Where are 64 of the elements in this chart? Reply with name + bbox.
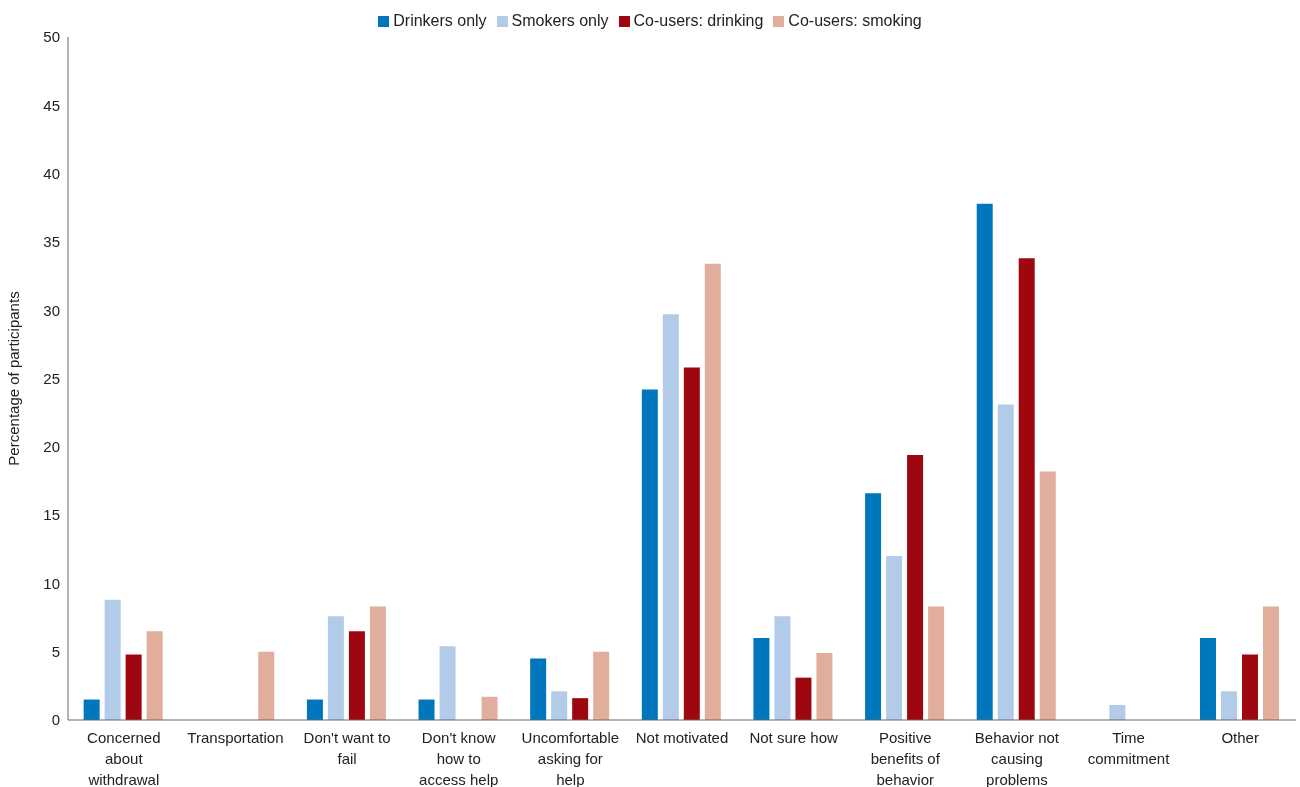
bar [865, 493, 882, 720]
bar [886, 556, 903, 720]
bar [774, 616, 791, 720]
bar [683, 367, 700, 720]
x-tick-label: Not motivated [635, 728, 729, 746]
bar [1039, 471, 1056, 720]
y-tick-label: 45 [43, 96, 60, 114]
y-tick-label: 40 [43, 164, 60, 182]
bar [125, 654, 142, 720]
bar [976, 203, 993, 720]
bar [1109, 704, 1126, 720]
x-tick-label: Other [1221, 728, 1259, 746]
bar [418, 699, 435, 720]
bar [641, 389, 658, 720]
bar [258, 651, 275, 720]
y-tick-label: 10 [43, 574, 60, 592]
legend-label: Co-users: drinking [633, 12, 764, 29]
x-tick-label: Don't know how to access help [419, 728, 499, 787]
bar [816, 653, 833, 720]
y-tick-label: 15 [43, 506, 60, 524]
bar [1262, 606, 1279, 720]
bar [104, 599, 121, 720]
y-axis-title: Percentage of participants [5, 291, 23, 466]
bar [1199, 638, 1216, 720]
bar [572, 698, 589, 720]
bar [481, 696, 498, 720]
bar [795, 677, 812, 720]
bar [753, 638, 770, 720]
y-tick-label: 25 [43, 369, 60, 387]
bar [997, 404, 1014, 720]
bar [593, 651, 610, 720]
y-tick-label: 35 [43, 233, 60, 251]
bar [530, 658, 547, 720]
bar [1018, 258, 1035, 720]
x-tick-label: Uncomfortable asking for help [521, 728, 620, 787]
bar [146, 631, 163, 720]
x-tick-label: Concerned about withdrawal [87, 728, 161, 787]
bar [306, 699, 323, 720]
bar [662, 314, 679, 720]
y-tick-label: 20 [43, 438, 60, 456]
bar [327, 616, 344, 720]
legend-label: Co-users: smoking [788, 12, 922, 29]
y-tick-label: 5 [51, 643, 60, 661]
bar [907, 455, 924, 720]
bar [83, 699, 100, 720]
bar [704, 263, 721, 720]
bar [439, 646, 456, 720]
y-tick-label: 0 [51, 711, 60, 729]
legend-label: Smokers only [511, 12, 609, 29]
x-tick-label: Behavior not causing problems [974, 728, 1060, 787]
x-tick-label: Time commitment [1087, 728, 1171, 767]
x-tick-label: Not sure how [749, 728, 838, 746]
legend-label: Drinkers only [393, 12, 487, 29]
bar [369, 606, 386, 720]
x-tick-label: Transportation [187, 728, 284, 746]
bar [928, 606, 945, 720]
x-tick-label: Don't want to fail [303, 728, 391, 767]
bar [1241, 654, 1258, 720]
bar [1220, 691, 1237, 720]
y-tick-label: 30 [43, 301, 60, 319]
x-tick-label: Positive benefits of behavior [870, 728, 941, 787]
y-tick-label: 50 [43, 28, 60, 46]
bar [551, 691, 568, 720]
bar [348, 631, 365, 720]
